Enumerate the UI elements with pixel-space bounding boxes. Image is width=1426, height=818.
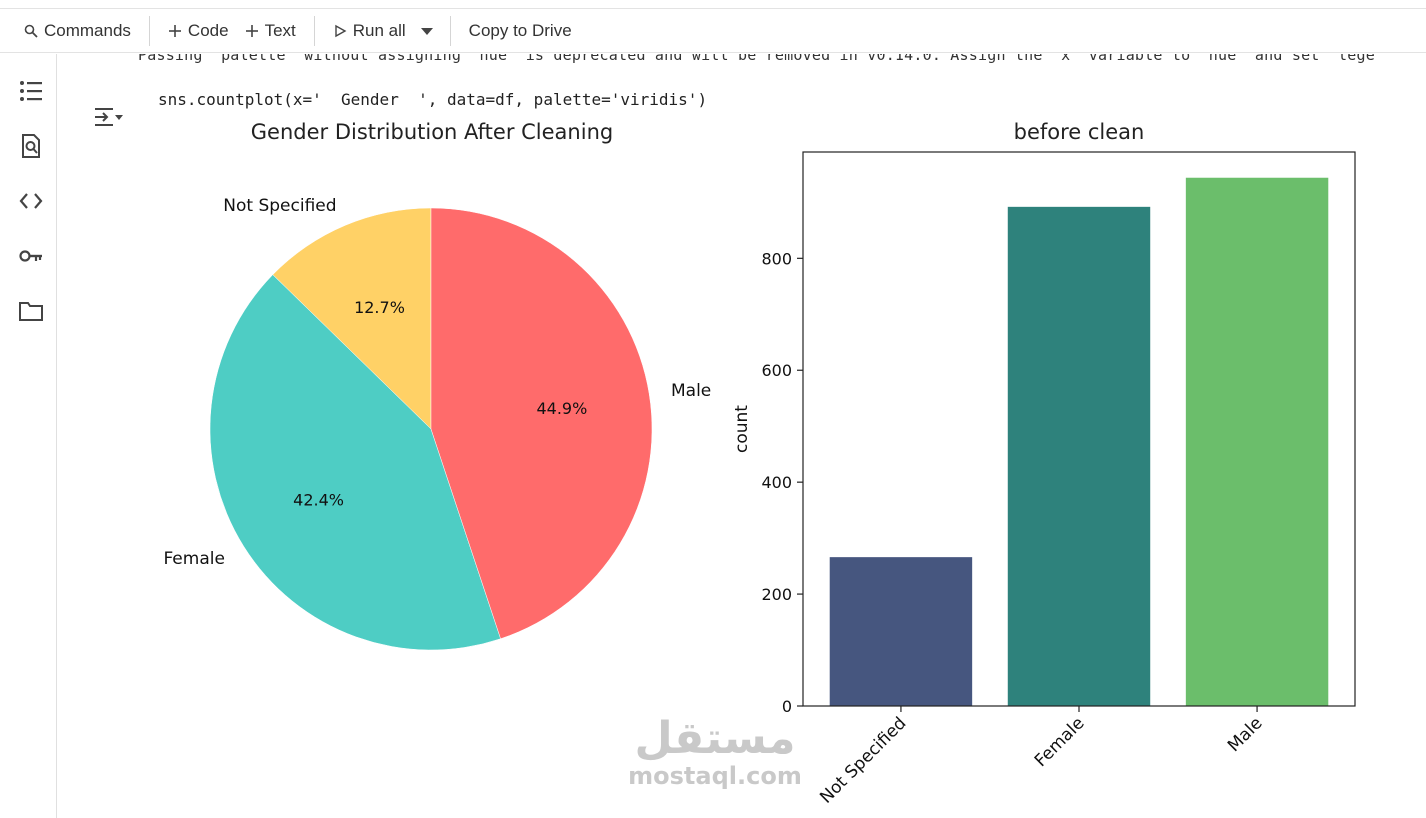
bar [829, 557, 973, 706]
code-label: Code [187, 20, 229, 40]
pie-slice [272, 207, 432, 430]
bar [1007, 206, 1151, 707]
add-code-button[interactable]: Code [160, 14, 237, 48]
toc-icon[interactable] [18, 78, 44, 104]
add-text-button[interactable]: Text [237, 14, 304, 48]
pie-category-label: Female [163, 549, 224, 569]
y-axis-label: count [732, 405, 752, 453]
pie-chart: 12.7% Not Specified 42.4% Female 44.9% Male [163, 196, 711, 651]
pie-category-label: Not Specified [223, 196, 336, 216]
bar [1185, 177, 1329, 706]
y-tick-label: 800 [761, 249, 792, 268]
watermark-latin-text: mostaql.com [628, 762, 802, 790]
y-tick-label: 400 [761, 473, 792, 492]
secrets-key-icon[interactable] [18, 243, 44, 269]
x-tick-label: Male [1224, 713, 1267, 756]
x-tick-label: Not Specified [816, 713, 910, 807]
cell-output-area: Passing `palette` without assigning `hue… [57, 54, 1426, 818]
copy-to-drive-label: Copy to Drive [468, 20, 572, 40]
y-tick-label: 200 [761, 585, 792, 604]
pie-chart-title: Gender Distribution After Cleaning [250, 120, 614, 144]
pie-percent-label: 12.7% [354, 298, 405, 317]
search-icon [24, 24, 38, 38]
bar-axes-frame [802, 151, 1356, 707]
watermark-arabic-text: مستقل [634, 713, 796, 764]
run-all-button[interactable]: Run all [325, 14, 414, 48]
left-sidebar [0, 54, 57, 818]
pie-category-label: Male [671, 381, 711, 401]
commands-button[interactable]: Commands [16, 14, 139, 48]
pie-slice [430, 207, 653, 640]
plus-icon [245, 24, 258, 37]
run-options-dropdown[interactable] [414, 14, 440, 48]
toolbar-divider [449, 15, 451, 46]
plus-icon [168, 24, 181, 37]
toolbar-divider [313, 15, 315, 46]
files-folder-icon[interactable] [18, 298, 44, 324]
output-actions-icon[interactable] [93, 104, 123, 130]
deprecation-warning-text: Passing `palette` without assigning `hue… [138, 54, 1375, 64]
pie-slice [209, 274, 501, 651]
x-tick-label: Female [1031, 713, 1089, 771]
output-code-line: sns.countplot(x=' Gender ', data=df, pal… [158, 90, 708, 109]
y-tick-label: 0 [782, 697, 792, 716]
bar-chart: Not Specified Female Male 0 200 400 600 800 coun… [732, 151, 1356, 808]
bar-chart-title: before clean [1013, 120, 1145, 144]
mostaql-watermark: مستقل mostaql.com [625, 713, 805, 791]
y-tick-label: 600 [761, 361, 792, 380]
find-icon[interactable] [18, 133, 44, 159]
copy-to-drive-button[interactable]: Copy to Drive [461, 14, 580, 48]
commands-label: Commands [44, 20, 131, 40]
run-all-label: Run all [352, 20, 406, 40]
play-icon [335, 24, 347, 37]
pie-percent-label: 42.4% [293, 490, 344, 509]
text-label: Text [264, 20, 296, 40]
toolbar-divider [148, 15, 150, 46]
notebook-toolbar: Commands Code Text Run all Copy to Drive [0, 8, 1426, 53]
code-snippets-icon[interactable] [18, 188, 44, 214]
caret-down-icon [420, 27, 433, 35]
pie-percent-label: 44.9% [536, 399, 587, 418]
